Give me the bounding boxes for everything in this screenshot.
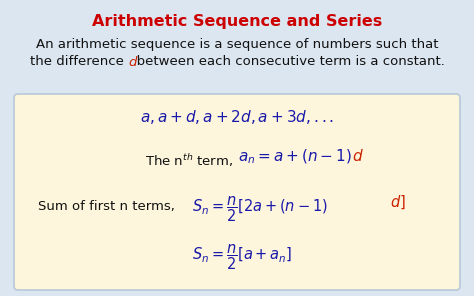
Text: An arithmetic sequence is a sequence of numbers such that: An arithmetic sequence is a sequence of … <box>36 38 438 51</box>
Text: The n$^{th}$ term,: The n$^{th}$ term, <box>145 152 233 169</box>
FancyBboxPatch shape <box>14 94 460 290</box>
Text: $S_n = \dfrac{n}{2}[a+a_n]$: $S_n = \dfrac{n}{2}[a+a_n]$ <box>192 242 292 271</box>
Text: Arithmetic Sequence and Series: Arithmetic Sequence and Series <box>92 14 382 29</box>
Text: $d$: $d$ <box>352 148 364 164</box>
Text: Sum of first n terms,: Sum of first n terms, <box>38 200 175 213</box>
Text: the difference   between each consecutive term is a constant.: the difference between each consecutive … <box>29 55 445 68</box>
Text: $a_n = a+(n-1)$: $a_n = a+(n-1)$ <box>238 148 352 166</box>
Text: $S_n = \dfrac{n}{2}[2a+(n-1)$: $S_n = \dfrac{n}{2}[2a+(n-1)$ <box>192 194 328 223</box>
Text: $d]$: $d]$ <box>390 194 406 211</box>
Text: $d$: $d$ <box>128 55 138 69</box>
Text: $a, a+d, a+2d, a+3d,...$: $a, a+d, a+2d, a+3d,...$ <box>140 108 334 126</box>
